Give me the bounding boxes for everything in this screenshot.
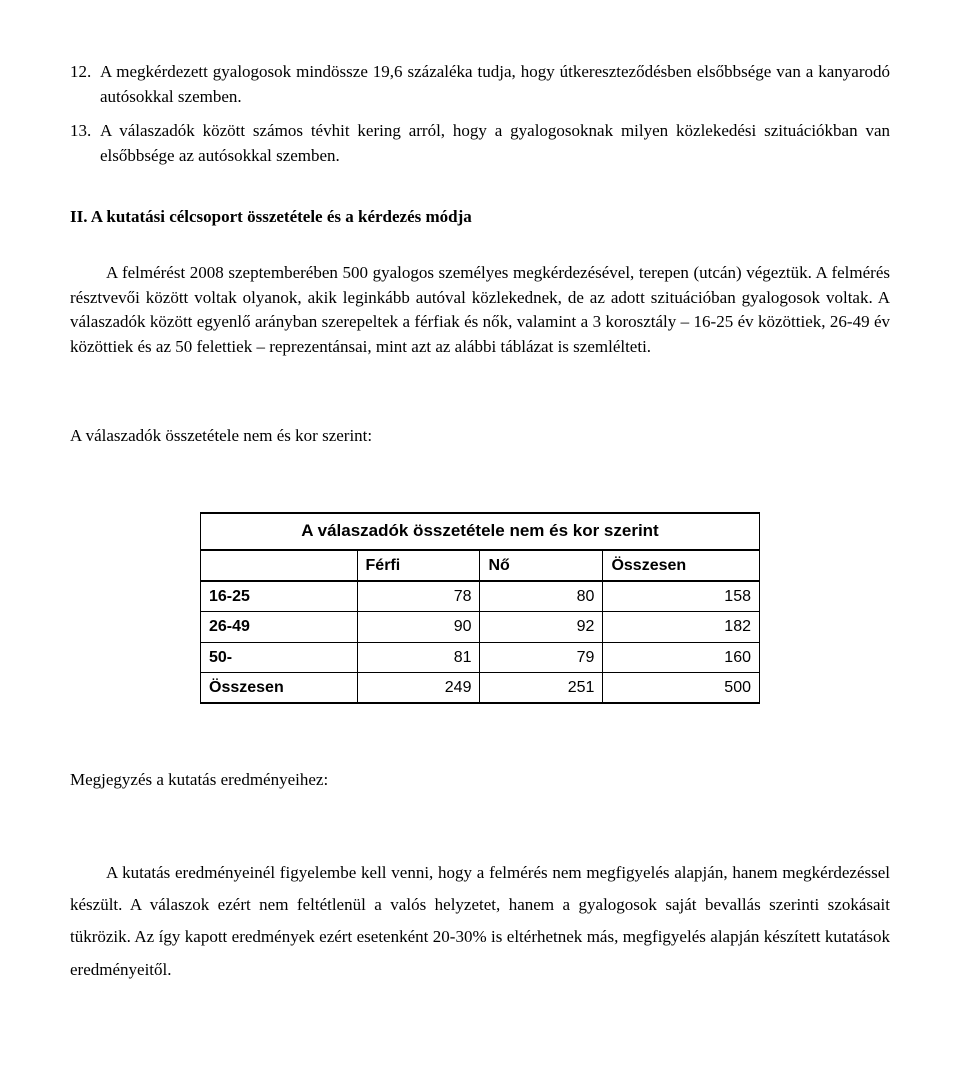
cell: 79 <box>480 642 603 672</box>
table-row: 50- 81 79 160 <box>201 642 760 672</box>
cell: 160 <box>603 642 760 672</box>
cell: 81 <box>357 642 480 672</box>
table-col-male: Férfi <box>357 550 480 581</box>
row-label: 50- <box>201 642 358 672</box>
table-title: A válaszadók összetétele nem és kor szer… <box>201 513 760 550</box>
cell: 80 <box>480 581 603 612</box>
respondents-table: A válaszadók összetétele nem és kor szer… <box>200 512 760 704</box>
row-label: 16-25 <box>201 581 358 612</box>
table-col-female: Nő <box>480 550 603 581</box>
list-number: 13. <box>70 119 100 168</box>
table-intro: A válaszadók összetétele nem és kor szer… <box>70 424 890 449</box>
table-col-total: Összesen <box>603 550 760 581</box>
table-col-empty <box>201 550 358 581</box>
list-number: 12. <box>70 60 100 109</box>
cell: 500 <box>603 672 760 703</box>
section-heading: II. A kutatási célcsoport összetétele és… <box>70 205 890 230</box>
cell: 251 <box>480 672 603 703</box>
paragraph-note: A kutatás eredményeinél figyelembe kell … <box>70 857 890 986</box>
list-item-13: 13. A válaszadók között számos tévhit ke… <box>70 119 890 168</box>
list-item-12: 12. A megkérdezett gyalogosok mindössze … <box>70 60 890 109</box>
cell: 92 <box>480 612 603 642</box>
cell: 249 <box>357 672 480 703</box>
table-row: 16-25 78 80 158 <box>201 581 760 612</box>
table-row: 26-49 90 92 182 <box>201 612 760 642</box>
paragraph-method: A felmérést 2008 szeptemberében 500 gyal… <box>70 261 890 360</box>
note-heading: Megjegyzés a kutatás eredményeihez: <box>70 768 890 793</box>
list-text: A válaszadók között számos tévhit kering… <box>100 119 890 168</box>
cell: 90 <box>357 612 480 642</box>
cell: 158 <box>603 581 760 612</box>
cell: 182 <box>603 612 760 642</box>
row-label: 26-49 <box>201 612 358 642</box>
row-label: Összesen <box>201 672 358 703</box>
respondents-table-wrap: A válaszadók összetétele nem és kor szer… <box>200 512 760 704</box>
table-row-total: Összesen 249 251 500 <box>201 672 760 703</box>
list-text: A megkérdezett gyalogosok mindössze 19,6… <box>100 60 890 109</box>
cell: 78 <box>357 581 480 612</box>
